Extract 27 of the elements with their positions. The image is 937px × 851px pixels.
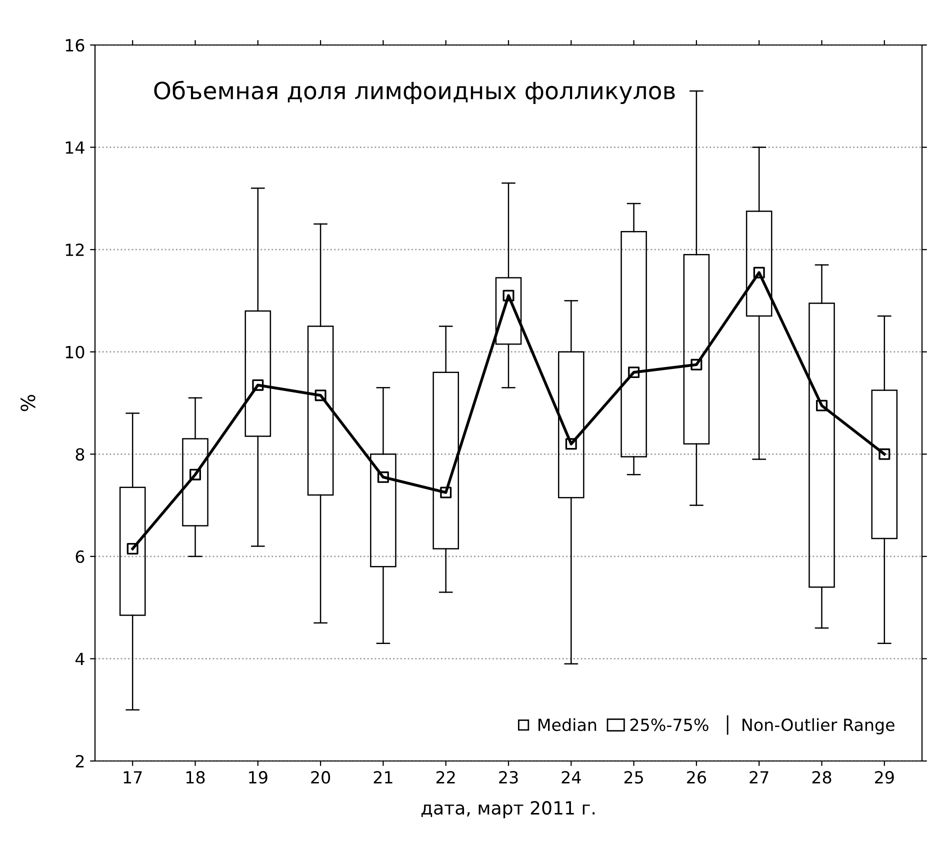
x-tick-label: 29 — [875, 771, 894, 784]
y-tick-label: 16 — [66, 38, 84, 52]
y-axis-title: % — [20, 394, 36, 412]
x-tick-label: 24 — [562, 771, 581, 784]
x-tick-label: 20 — [311, 771, 330, 784]
y-tick-label: 10 — [66, 346, 84, 358]
y-tick-label: 14 — [66, 141, 84, 154]
y-tick-label: 6 — [76, 550, 84, 563]
x-tick-label: 18 — [186, 771, 205, 784]
x-tick-label: 25 — [624, 771, 643, 784]
x-tick-label: 23 — [499, 771, 518, 784]
annotation: Non-Outlier Range — [742, 718, 894, 734]
y-tick-label: 12 — [66, 244, 84, 256]
annotation: Median — [538, 718, 596, 732]
x-tick-label: 19 — [249, 771, 268, 784]
x-tick-label: 28 — [812, 771, 832, 784]
x-tick-label: 27 — [750, 771, 768, 784]
text: Объемная доля лимфоидных фолликулов — [154, 80, 675, 104]
y-tick-label: 8 — [76, 448, 84, 461]
x-tick-label: 17 — [124, 771, 142, 784]
legend-label: 25%-75% — [630, 718, 708, 732]
x-tick-label: 26 — [687, 771, 706, 784]
y-tick-label: 4 — [75, 652, 84, 666]
x-tick-label: 22 — [436, 771, 455, 784]
x-tick-label: 21 — [374, 771, 392, 784]
x-axis-title: дата, март 2011 г. — [421, 801, 595, 818]
y-tick-label: 2 — [76, 754, 84, 768]
